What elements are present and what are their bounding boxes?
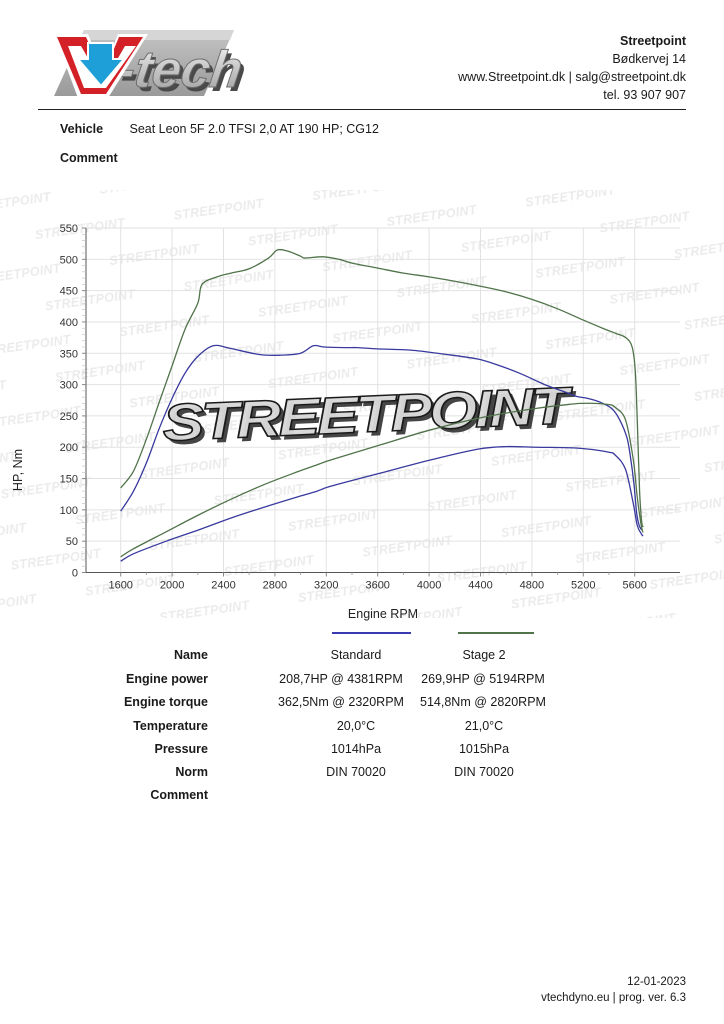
svg-text:5600: 5600 [622, 580, 646, 592]
svg-text:500: 500 [60, 254, 78, 266]
svg-text:250: 250 [60, 411, 78, 423]
svg-text:400: 400 [60, 317, 78, 329]
svg-text:2000: 2000 [160, 580, 184, 592]
svg-text:4000: 4000 [417, 580, 441, 592]
svg-text:300: 300 [60, 380, 78, 392]
svg-text:3600: 3600 [365, 580, 389, 592]
svg-text:Engine RPM: Engine RPM [348, 607, 418, 621]
svg-text:1600: 1600 [108, 580, 132, 592]
svg-text:2800: 2800 [263, 580, 287, 592]
svg-text:350: 350 [60, 348, 78, 360]
svg-text:550: 550 [60, 223, 78, 235]
svg-text:50: 50 [66, 536, 78, 548]
svg-text:HP, Nm: HP, Nm [11, 449, 25, 491]
svg-text:0: 0 [72, 568, 78, 580]
svg-text:200: 200 [60, 442, 78, 454]
svg-text:450: 450 [60, 286, 78, 298]
svg-text:4400: 4400 [468, 580, 492, 592]
svg-text:4800: 4800 [520, 580, 544, 592]
svg-text:5200: 5200 [571, 580, 595, 592]
svg-text:3200: 3200 [314, 580, 338, 592]
svg-text:2400: 2400 [211, 580, 235, 592]
svg-text:150: 150 [60, 474, 78, 486]
svg-text:100: 100 [60, 505, 78, 517]
